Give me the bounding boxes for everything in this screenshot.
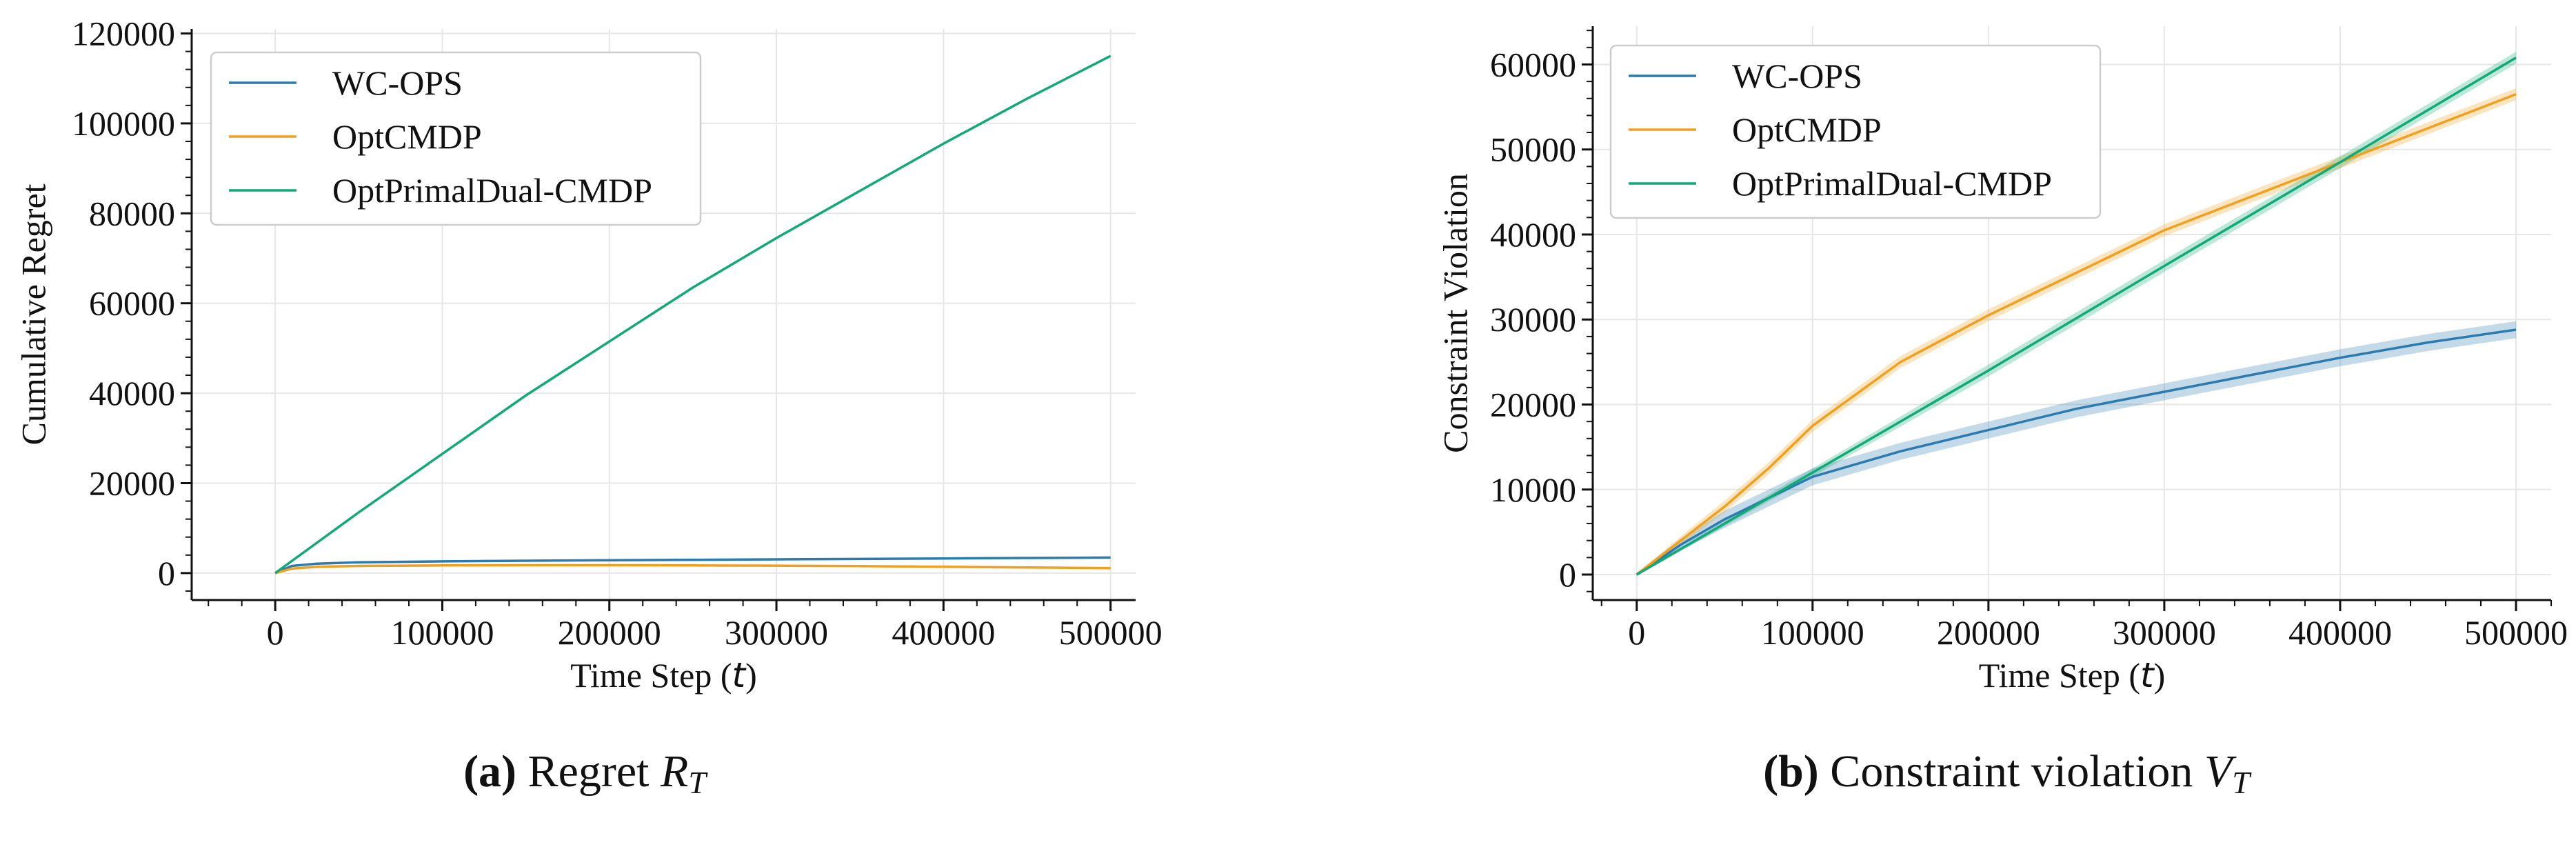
series-line-optprimaldual-cmdp [274,54,1111,575]
y-tick-label: 50000 [1490,130,1576,169]
y-tick-label: 60000 [1490,45,1576,83]
x-axis-label: Time Step (t) [570,655,757,695]
legend: WC-OPS OptCMDP OptPrimalDual-CMDP [1609,44,2102,219]
panel-caption: (b) Constraint violation VT [1763,746,2252,800]
y-axis-label: Constraint Violation [1436,173,1475,453]
legend-label: OptCMDP [332,117,482,156]
legend-frame [210,51,702,226]
series-band-optprimaldual-cmdp [1636,51,2516,576]
y-tick-label: 10000 [1490,470,1576,509]
panel-caption: (a) Regret RT [463,746,708,800]
x-tick-label: 100000 [1761,613,1864,652]
x-tick-label: 300000 [2113,613,2216,652]
y-tick-label: 40000 [89,374,175,412]
y-tick-label: 20000 [89,463,175,502]
legend-label: OptPrimalDual-CMDP [332,171,652,210]
y-tick-label: 40000 [1490,215,1576,254]
series-band-wc-ops [1636,321,2516,577]
y-axis-label: Cumulative Regret [14,183,53,445]
x-tick-label: 200000 [1937,613,2040,652]
x-tick-label: 0 [1628,613,1645,652]
y-tick-label: 100000 [72,104,175,143]
panel-a: 0 100000 200000 300000 400000 500000 0 20000 400… [14,14,1163,800]
series-line-wc-ops [274,556,1111,575]
x-tick-label: 400000 [892,613,995,652]
y-tick-label: 80000 [89,194,175,232]
x-tick-label: 500000 [1059,613,1163,652]
x-tick-label: 0 [267,613,284,652]
y-tick-label: 60000 [89,284,175,323]
x-tick-label: 100000 [390,613,494,652]
x-axis-label: Time Step (t) [1979,655,2166,695]
x-tick-label: 500000 [2464,613,2568,652]
y-tick-label: 0 [1559,555,1576,594]
series-line-wc-ops [1636,328,2517,576]
y-tick-label: 20000 [1490,386,1576,424]
x-tick-label: 400000 [2288,613,2392,652]
x-tick-label: 200000 [558,613,661,652]
legend-label: OptPrimalDual-CMDP [1732,164,2052,203]
panel-b: 0 100000 200000 300000 400000 500000 0 10000 200… [1436,26,2568,800]
legend-frame [1609,44,2102,219]
series-line-optprimaldual-cmdp [1636,57,2517,576]
legend-label: WC-OPS [1732,57,1862,95]
legend: WC-OPS OptCMDP OptPrimalDual-CMDP [210,51,702,226]
legend-label: WC-OPS [332,63,463,102]
y-tick-label: 0 [158,554,175,592]
y-tick-label: 120000 [72,14,175,53]
x-tick-label: 300000 [725,613,828,652]
legend-label: OptCMDP [1732,110,1882,149]
series-line-optcmdp [274,563,1111,575]
y-tick-label: 30000 [1490,300,1576,339]
